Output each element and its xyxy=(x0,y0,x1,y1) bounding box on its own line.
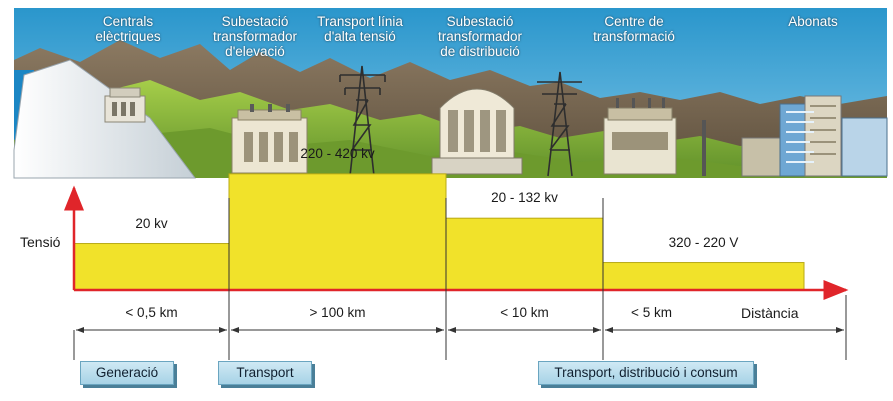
landscape xyxy=(13,8,888,179)
voltage-level-bar xyxy=(228,173,447,291)
pylon-icon xyxy=(339,65,386,177)
stage-title-subestacio-elevacio: Subestació transformador d'elevació xyxy=(212,14,298,59)
distribution-pole xyxy=(702,120,706,176)
stage-title-centre-transformacio: Centre de transformació xyxy=(593,14,675,44)
voltage-level-label: 20 kv xyxy=(135,215,168,231)
voltage-level-bar xyxy=(73,243,230,291)
pylon-icon xyxy=(537,71,582,177)
voltage-level-bar xyxy=(602,262,805,291)
y-axis-label: Tensió xyxy=(20,234,61,250)
voltage-level-label: 320 - 220 V xyxy=(668,234,739,250)
x-axis-label: Distància xyxy=(741,305,799,321)
distance-label: < 0,5 km xyxy=(125,305,178,320)
stage-title-transport-alta: Transport línia d'alta tensió xyxy=(317,14,403,44)
buildings-icon xyxy=(741,95,888,177)
distance-label: < 5 km xyxy=(631,305,672,320)
distribution-substation-icon xyxy=(431,88,523,175)
step-up-substation-icon xyxy=(231,104,308,174)
phase-transport: Transport xyxy=(218,361,312,385)
stage-title-centrals: Centrals elèctriques xyxy=(95,14,161,44)
voltage-level-label: 20 - 132 kv xyxy=(491,190,558,206)
transformation-centre-icon xyxy=(603,98,677,175)
stage-title-abonats: Abonats xyxy=(788,14,838,29)
power-plant-icon xyxy=(104,87,146,123)
stage-title-subestacio-distribucio: Subestació transformador de distribució xyxy=(437,14,523,59)
voltage-level-bar xyxy=(445,217,604,291)
voltage-graph xyxy=(64,173,849,360)
phase-transport-distribucio-consum: Transport, distribució i consum xyxy=(538,361,754,385)
distance-label: < 10 km xyxy=(500,305,549,320)
voltage-level-label: 220 - 420 kv xyxy=(300,145,375,161)
distance-label: > 100 km xyxy=(309,305,366,320)
phase-generacio: Generació xyxy=(80,361,174,385)
